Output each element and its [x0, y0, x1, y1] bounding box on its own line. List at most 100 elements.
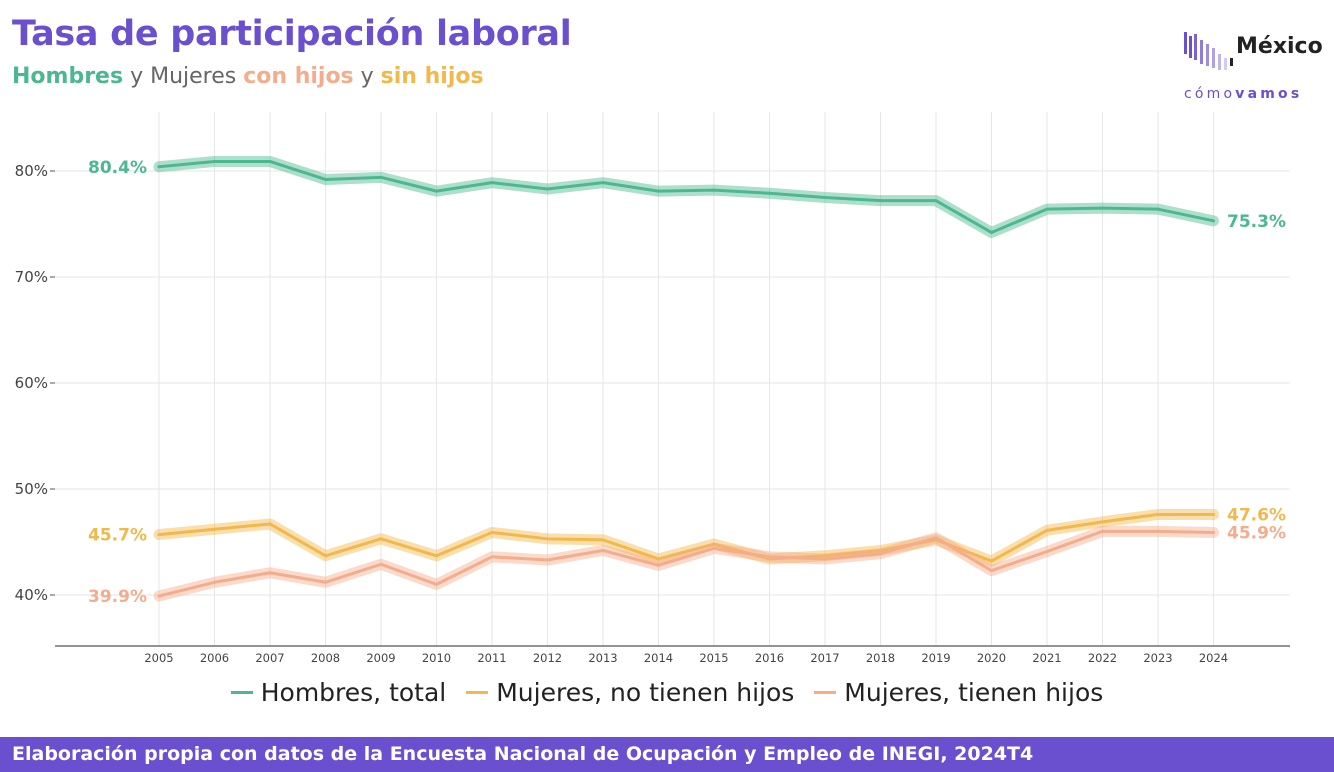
x-tick-label: 2023: [1143, 651, 1172, 665]
x-tick-label: 2022: [1088, 651, 1117, 665]
data-point: [1156, 512, 1160, 516]
data-point: [657, 557, 660, 561]
mexico-como-vamos-logo: México cómovamos: [1180, 30, 1326, 104]
data-point: [712, 542, 716, 546]
data-point: [157, 165, 161, 169]
series-band: [153, 525, 1219, 602]
data-point: [157, 533, 161, 537]
data-point: [1156, 207, 1160, 211]
data-point: [1045, 550, 1049, 554]
data-point: [379, 537, 383, 541]
data-point: [546, 187, 549, 191]
subtitle-part: sin hijos: [380, 64, 484, 89]
data-point: [435, 189, 438, 193]
x-tick-label: 2015: [699, 651, 728, 665]
line-chart: 40% 50% 60% 70% 80% 2005 2006 2007 2008 2009 2010 2…: [15, 112, 1290, 665]
x-tick-label: 2007: [255, 651, 284, 665]
source-footer: Elaboración propia con datos de la Encue…: [0, 737, 1334, 772]
data-point: [546, 558, 549, 562]
data-point: [379, 562, 383, 566]
y-tick-label: 60%: [15, 374, 48, 392]
y-tick-label: 40%: [15, 586, 48, 604]
data-point: [268, 159, 272, 163]
series-line: [157, 529, 1215, 598]
data-point: [490, 530, 494, 534]
data-point: [657, 563, 660, 567]
series-start-label: 45.7%: [88, 526, 147, 546]
x-tick-label: 2010: [422, 651, 451, 665]
series-line: [157, 512, 1215, 563]
data-point: [324, 177, 327, 181]
data-point: [157, 594, 161, 598]
data-point: [1101, 529, 1104, 533]
legend-label: Mujeres, tienen hijos: [844, 678, 1104, 707]
data-point: [768, 555, 771, 559]
data-point: [213, 159, 216, 163]
data-point: [990, 230, 993, 234]
data-point: [601, 538, 605, 542]
data-point: [1101, 206, 1104, 210]
x-tick-label: 2008: [311, 651, 340, 665]
subtitle-part: y: [353, 64, 381, 89]
subtitle-part: Mujeres: [150, 64, 244, 89]
data-point: [879, 552, 882, 556]
data-point: [490, 555, 494, 559]
data-point: [768, 191, 771, 195]
data-point: [1101, 520, 1104, 524]
data-point: [990, 569, 993, 573]
chart-subtitle: Hombres y Mujeres con hijos y sin hijos: [12, 64, 484, 89]
series-start-label: 80.4%: [88, 158, 147, 178]
x-tick-label: 2011: [477, 651, 506, 665]
data-point: [823, 557, 827, 561]
data-point: [823, 196, 827, 199]
legend-label: Hombres, total: [260, 678, 447, 707]
data-point: [1212, 530, 1215, 534]
data-point: [324, 554, 327, 558]
x-tick-label: 2020: [977, 651, 1006, 665]
data-point: [435, 582, 438, 586]
series-end-label: 45.9%: [1227, 523, 1286, 543]
data-point: [1156, 529, 1160, 533]
y-tick-label: 50%: [15, 480, 48, 498]
x-tick-label: 2012: [533, 651, 562, 665]
chart-title: Tasa de participación laboral: [12, 14, 572, 54]
data-point: [1212, 219, 1215, 223]
data-point: [268, 522, 272, 526]
data-point: [934, 536, 938, 540]
y-tick-label: 70%: [15, 268, 48, 286]
data-point: [712, 188, 716, 192]
logo-wordmark: México: [1236, 34, 1323, 59]
data-point: [1045, 528, 1049, 532]
x-tick-label: 2014: [644, 651, 673, 665]
x-tick-label: 2016: [755, 651, 784, 665]
chart-legend: Hombres, total Mujeres, no tienen hijos Mu…: [0, 678, 1334, 707]
legend-item: Mujeres, tienen hijos: [814, 678, 1103, 707]
x-tick-label: 2006: [200, 651, 229, 665]
data-point: [990, 559, 993, 563]
data-point: [435, 554, 438, 558]
x-tick-label: 2024: [1199, 651, 1228, 665]
y-tick-label: 80%: [15, 162, 48, 180]
legend-item: Mujeres, no tienen hijos: [466, 678, 794, 707]
subtitle-part: Hombres: [12, 64, 124, 89]
data-point: [712, 546, 716, 550]
data-point: [268, 571, 272, 575]
series-end-label: 75.3%: [1227, 212, 1286, 232]
x-tick-label: 2013: [588, 651, 617, 665]
legend-item: Hombres, total: [230, 678, 447, 707]
x-tick-label: 2009: [366, 651, 395, 665]
x-tick-label: 2021: [1032, 651, 1061, 665]
legend-label: Mujeres, no tienen hijos: [496, 678, 795, 707]
axes: 40% 50% 60% 70% 80% 2005 2006 2007 2008 2009 2010 2…: [15, 162, 1290, 665]
data-point: [601, 181, 605, 185]
bar-stripes-icon: [1184, 32, 1233, 70]
data-point: [823, 554, 827, 558]
end-labels: 80.4% 75.3% 45.7% 47.6% 39.9% 45.9%: [88, 158, 1286, 607]
data-point: [213, 580, 216, 584]
x-tick-label: 2018: [866, 651, 895, 665]
data-point: [1212, 512, 1215, 516]
data-point: [379, 175, 383, 179]
data-point: [879, 199, 882, 203]
data-point: [657, 189, 660, 193]
data-point: [879, 548, 882, 552]
